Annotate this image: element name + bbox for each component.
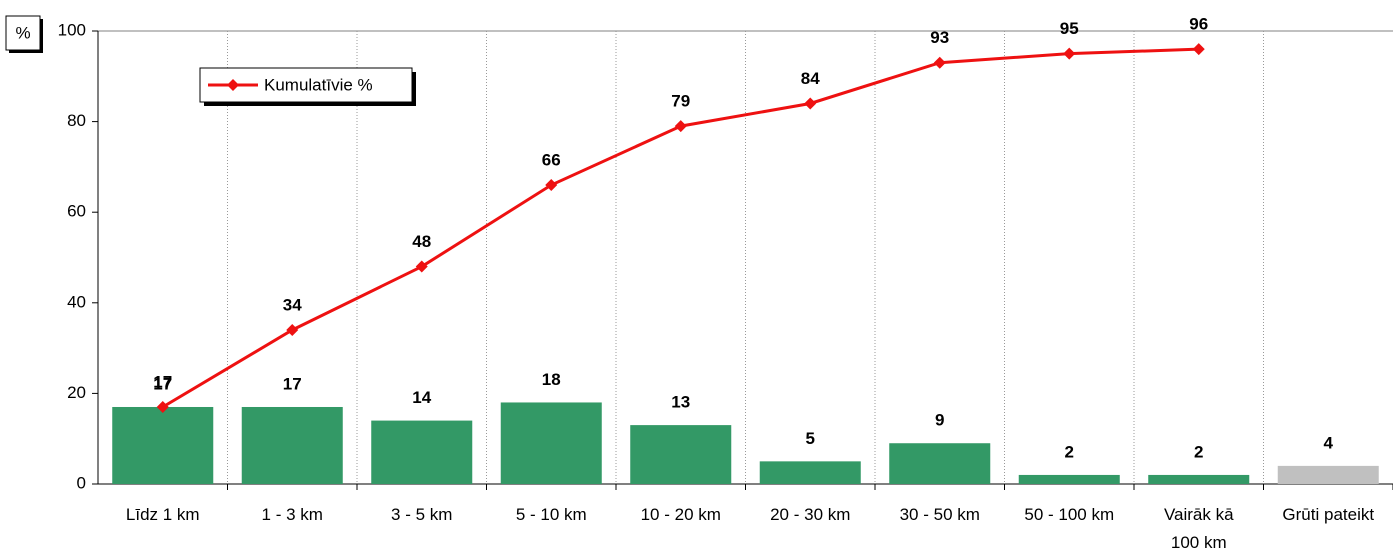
line-marker xyxy=(286,323,299,336)
bar-value-label: 14 xyxy=(412,388,431,407)
y-tick-label: 40 xyxy=(67,292,86,311)
x-tick-label-line: 50 - 100 km xyxy=(1024,505,1114,524)
y-label-box xyxy=(5,15,41,51)
line-marker xyxy=(156,400,169,413)
line-marker xyxy=(1063,47,1076,60)
x-tick-label-line: 1 - 3 km xyxy=(262,505,323,524)
legend-label: Kumulatīvie % xyxy=(264,75,373,94)
bar-value-label: 2 xyxy=(1065,442,1074,461)
line-value-label: 48 xyxy=(412,232,431,251)
x-tick-label: 30 - 50 km xyxy=(900,505,980,524)
x-tick-label-line: 3 - 5 km xyxy=(391,505,452,524)
line-marker xyxy=(545,179,558,192)
bar xyxy=(1277,465,1379,484)
x-tick-label: Vairāk kā 100 km xyxy=(1164,505,1234,552)
line-value-label: 96 xyxy=(1189,15,1208,34)
line-value-label: 79 xyxy=(671,92,690,111)
line-value-label: 84 xyxy=(801,69,820,88)
y-tick-label: 20 xyxy=(67,383,86,402)
bar xyxy=(1018,474,1120,484)
x-tick-label-line: Līdz 1 km xyxy=(126,505,200,524)
bar xyxy=(889,443,991,484)
y-tick-label: 100 xyxy=(58,20,86,39)
x-tick-label-line: 5 - 10 km xyxy=(516,505,587,524)
bar-value-label: 9 xyxy=(935,411,944,430)
x-tick-label-line: 100 km xyxy=(1171,533,1227,552)
x-tick-label: 5 - 10 km xyxy=(516,505,587,524)
x-tick-label: 3 - 5 km xyxy=(391,505,452,524)
bar-value-label: 13 xyxy=(671,393,690,412)
x-tick-label-line: Grūti pateikt xyxy=(1282,505,1374,524)
x-tick-label: Grūti pateikt xyxy=(1282,505,1374,524)
bar-value-label: 18 xyxy=(542,370,561,389)
line-marker xyxy=(933,56,946,69)
line-marker xyxy=(1192,43,1205,56)
bar-value-label: 5 xyxy=(806,429,815,448)
bar-value-label: 17 xyxy=(283,374,302,393)
bar xyxy=(371,420,473,484)
bar-value-label: 4 xyxy=(1324,433,1334,452)
line-value-label: 93 xyxy=(930,28,949,47)
bar xyxy=(112,406,214,484)
bar-value-label: 17 xyxy=(153,374,172,393)
bar xyxy=(241,406,343,484)
y-axis-label: % xyxy=(15,23,30,42)
line-marker xyxy=(415,260,428,273)
bar xyxy=(500,402,602,484)
line-value-label: 95 xyxy=(1060,19,1079,38)
line-value-label: 17 xyxy=(153,372,172,391)
line-value-label: 66 xyxy=(542,151,561,170)
x-tick-label: 50 - 100 km xyxy=(1024,505,1114,524)
bar xyxy=(630,425,732,484)
x-tick-label: 10 - 20 km xyxy=(641,505,721,524)
line-value-label: 34 xyxy=(283,295,302,314)
x-tick-label: Līdz 1 km xyxy=(126,505,200,524)
y-tick-label: 80 xyxy=(67,111,86,130)
x-tick-label: 20 - 30 km xyxy=(770,505,850,524)
y-tick-label: 0 xyxy=(77,473,86,492)
legend-marker xyxy=(227,79,239,91)
bar-value-label: 2 xyxy=(1194,442,1203,461)
line-marker xyxy=(804,97,817,110)
x-tick-label-line: 20 - 30 km xyxy=(770,505,850,524)
bar xyxy=(1148,474,1250,484)
x-tick-label-line: 10 - 20 km xyxy=(641,505,721,524)
bar xyxy=(759,461,861,484)
x-tick-label-line: 30 - 50 km xyxy=(900,505,980,524)
x-tick-label-line: Vairāk kā xyxy=(1164,505,1234,524)
line-marker xyxy=(674,120,687,133)
y-tick-label: 60 xyxy=(67,202,86,221)
x-tick-label: 1 - 3 km xyxy=(262,505,323,524)
